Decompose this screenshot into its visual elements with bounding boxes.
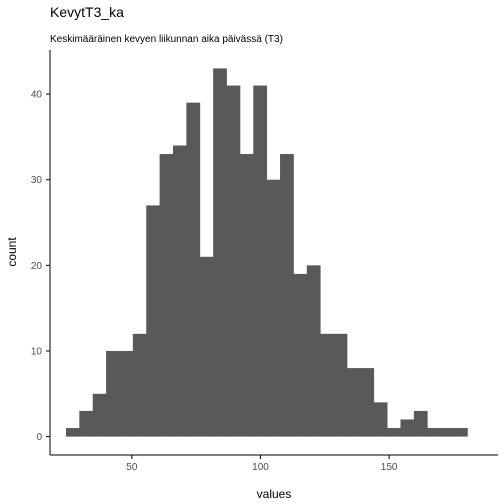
histogram-bar bbox=[200, 257, 214, 437]
histogram-bar bbox=[79, 411, 93, 437]
histogram-bar bbox=[441, 428, 455, 437]
histogram-bar bbox=[334, 334, 348, 437]
x-axis-title: values bbox=[257, 487, 292, 501]
histogram-bar bbox=[307, 265, 321, 436]
histogram-bar bbox=[387, 428, 401, 437]
histogram-bar bbox=[360, 368, 374, 436]
histogram-bar bbox=[253, 86, 267, 437]
histogram-bar bbox=[414, 411, 428, 437]
histogram-bar bbox=[400, 419, 414, 436]
histogram-bar bbox=[146, 205, 160, 436]
histogram-bar bbox=[347, 368, 361, 436]
histogram-bar bbox=[160, 154, 174, 437]
bars-group bbox=[66, 68, 468, 436]
chart-title: KevytT3_ka bbox=[50, 4, 124, 20]
histogram-bar bbox=[119, 351, 133, 437]
x-tick-label: 50 bbox=[126, 462, 138, 473]
histogram-bar bbox=[227, 86, 241, 437]
y-tick-label: 20 bbox=[31, 261, 43, 272]
y-tick-label: 10 bbox=[31, 346, 43, 357]
histogram-bar bbox=[427, 428, 441, 437]
y-ticks-group: 0 10 20 30 40 bbox=[31, 90, 50, 443]
histogram-bar bbox=[267, 180, 281, 437]
histogram-bar bbox=[93, 394, 107, 437]
histogram-bar bbox=[106, 351, 120, 437]
x-tick-label: 100 bbox=[252, 462, 269, 473]
histogram-bar bbox=[186, 103, 200, 437]
x-ticks-group: 50 100 150 bbox=[126, 455, 398, 473]
histogram-bar bbox=[374, 402, 388, 436]
histogram-bar bbox=[213, 68, 227, 436]
histogram-bar bbox=[454, 428, 468, 437]
y-tick-label: 30 bbox=[31, 175, 43, 186]
y-tick-label: 0 bbox=[36, 432, 42, 443]
y-axis-title: count bbox=[5, 237, 19, 267]
histogram-bar bbox=[280, 154, 294, 437]
histogram-bar bbox=[133, 334, 147, 437]
histogram-bar bbox=[66, 428, 80, 437]
histogram-bar bbox=[173, 145, 187, 436]
histogram-bar bbox=[293, 274, 307, 437]
chart-subtitle: Keskimääräinen kevyen liikunnan aika päi… bbox=[50, 34, 283, 45]
y-tick-label: 40 bbox=[31, 90, 43, 101]
x-tick-label: 150 bbox=[381, 462, 398, 473]
histogram-bar bbox=[320, 334, 334, 437]
histogram-bar bbox=[240, 154, 254, 437]
